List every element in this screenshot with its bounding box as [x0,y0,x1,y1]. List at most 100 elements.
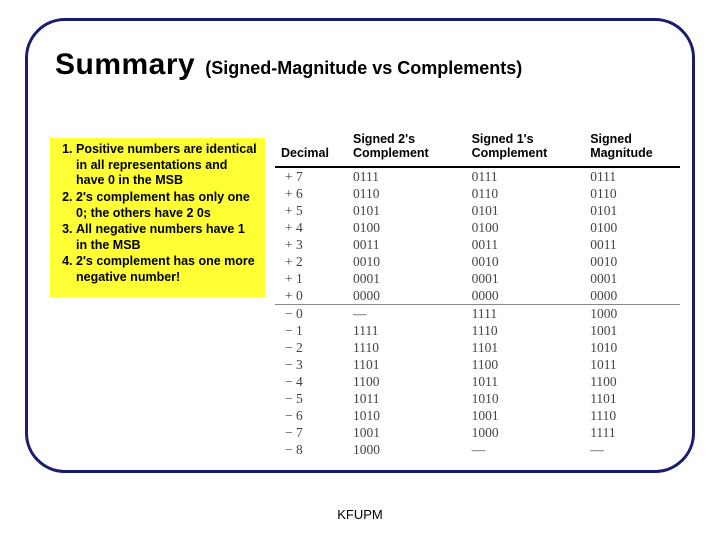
rows-negative: − 0—11111000− 1111111101001− 21110110110… [275,305,680,458]
title-main: Summary [55,48,195,82]
col-header-ones: Signed 1's Complement [466,130,585,167]
table-row: + 6011001100110 [275,185,680,202]
table-cell: 0001 [584,270,680,287]
table-cell: 0001 [466,270,585,287]
table-cell: 0111 [466,167,585,185]
rows-positive: + 7011101110111+ 6011001100110+ 50101010… [275,167,680,305]
note-item: Positive numbers are identical in all re… [76,142,259,189]
comparison-table-wrap: Decimal Signed 2's Complement Signed 1's… [275,130,680,458]
table-cell: − 5 [275,390,347,407]
table-cell: − 4 [275,373,347,390]
table-cell: 0000 [466,287,585,305]
table-cell: 1010 [584,339,680,356]
table-row: + 0000000000000 [275,287,680,305]
table-cell: 1001 [347,424,466,441]
title-subtitle: (Signed-Magnitude vs Complements) [205,58,522,79]
table-cell: 1110 [584,407,680,424]
notes-box: Positive numbers are identical in all re… [50,138,265,297]
table-cell: 1010 [347,407,466,424]
footer-text: KFUPM [0,507,720,522]
table-cell: 1110 [347,339,466,356]
table-cell: − 7 [275,424,347,441]
title-row: Summary (Signed-Magnitude vs Complements… [55,48,675,82]
table-row: + 3001100110011 [275,236,680,253]
table-cell: 1111 [584,424,680,441]
table-cell: 1101 [466,339,585,356]
table-cell: 0100 [347,219,466,236]
table-cell: − 8 [275,441,347,458]
table-cell: 0110 [584,185,680,202]
table-cell: — [466,441,585,458]
table-cell: 1001 [584,322,680,339]
col-header-decimal: Decimal [275,130,347,167]
table-row: − 5101110101101 [275,390,680,407]
table-cell: 1011 [466,373,585,390]
table-row: + 7011101110111 [275,167,680,185]
table-cell: + 0 [275,287,347,305]
table-cell: 0110 [466,185,585,202]
table-cell: 1010 [466,390,585,407]
note-item: 2's complement has one more negative num… [76,254,259,285]
table-row: − 7100110001111 [275,424,680,441]
note-item: 2's complement has only one 0; the other… [76,190,259,221]
table-cell: 0010 [466,253,585,270]
table-cell: 1001 [466,407,585,424]
table-cell: − 0 [275,305,347,322]
table-cell: + 6 [275,185,347,202]
table-row: − 4110010111100 [275,373,680,390]
table-cell: 1100 [466,356,585,373]
table-cell: − 6 [275,407,347,424]
table-cell: 0000 [347,287,466,305]
table-cell: 0010 [584,253,680,270]
table-cell: − 1 [275,322,347,339]
table-cell: 1111 [347,322,466,339]
table-cell: − 2 [275,339,347,356]
table-cell: 0100 [584,219,680,236]
table-row: − 3110111001011 [275,356,680,373]
table-cell: + 2 [275,253,347,270]
table-cell: 0100 [466,219,585,236]
table-cell: 1111 [466,305,585,322]
table-row: − 2111011011010 [275,339,680,356]
table-cell: + 7 [275,167,347,185]
table-row: + 1000100010001 [275,270,680,287]
col-header-signed-mag: Signed Magnitude [584,130,680,167]
table-cell: 1100 [347,373,466,390]
table-cell: 0111 [584,167,680,185]
table-cell: — [584,441,680,458]
table-cell: 0011 [584,236,680,253]
table-cell: 0011 [466,236,585,253]
table-cell: − 3 [275,356,347,373]
table-row: − 81000—— [275,441,680,458]
col-header-twos: Signed 2's Complement [347,130,466,167]
table-cell: — [347,305,466,322]
table-cell: 0101 [466,202,585,219]
table-cell: 1101 [347,356,466,373]
table-cell: + 3 [275,236,347,253]
table-cell: 1000 [584,305,680,322]
table-row: + 5010101010101 [275,202,680,219]
table-cell: 0101 [347,202,466,219]
table-cell: + 4 [275,219,347,236]
table-cell: + 5 [275,202,347,219]
table-cell: 0011 [347,236,466,253]
table-row: + 2001000100010 [275,253,680,270]
note-item: All negative numbers have 1 in the MSB [76,222,259,253]
comparison-table: Decimal Signed 2's Complement Signed 1's… [275,130,680,458]
table-cell: 1110 [466,322,585,339]
table-cell: 1100 [584,373,680,390]
table-row: − 6101010011110 [275,407,680,424]
table-row: − 1111111101001 [275,322,680,339]
table-cell: 1000 [466,424,585,441]
table-cell: 0111 [347,167,466,185]
table-cell: + 1 [275,270,347,287]
table-cell: 1011 [584,356,680,373]
table-cell: 0101 [584,202,680,219]
table-cell: 1000 [347,441,466,458]
table-row: + 4010001000100 [275,219,680,236]
table-cell: 1011 [347,390,466,407]
table-cell: 0000 [584,287,680,305]
table-cell: 0110 [347,185,466,202]
table-row: − 0—11111000 [275,305,680,322]
table-cell: 0010 [347,253,466,270]
